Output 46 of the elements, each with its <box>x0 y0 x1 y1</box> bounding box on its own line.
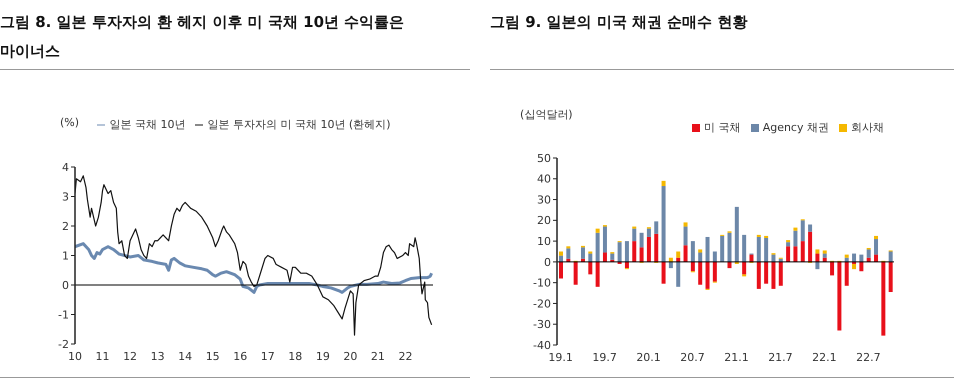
y-tick-label: -30 <box>533 318 551 332</box>
legend-label: 일본 국채 10년 <box>109 118 186 131</box>
y-tick-label: 40 <box>537 172 551 186</box>
x-tick-label: 11 <box>96 350 110 363</box>
legend-label: 미 국채 <box>704 121 741 134</box>
x-tick-label: 17 <box>260 350 275 363</box>
y-tick-label: 50 <box>537 152 551 165</box>
y-tick-label: 10 <box>537 235 551 248</box>
x-tick-label: 20.7 <box>680 350 705 364</box>
y-axis-title: (%) <box>60 116 80 129</box>
x-tick-label: 22 <box>398 350 412 363</box>
y-tick-label: -10 <box>533 276 551 290</box>
y-tick-label: -1 <box>58 308 69 322</box>
x-tick-label: 15 <box>206 350 220 363</box>
x-tick-label: 21 <box>370 350 385 363</box>
x-tick-label: 19 <box>316 350 330 363</box>
x-tick-label: 22.7 <box>856 350 881 364</box>
x-tick-label: 21.7 <box>768 350 793 364</box>
x-tick-label: 12 <box>123 350 138 363</box>
x-tick-label: 20.1 <box>636 350 661 364</box>
y-axis-title: (십억달러) <box>520 107 573 122</box>
y-tick-label: 2 <box>62 220 69 233</box>
x-tick-label: 21.1 <box>724 350 749 364</box>
x-tick-label: 13 <box>150 350 165 363</box>
x-tick-label: 14 <box>178 350 192 363</box>
y-tick-label: -20 <box>533 297 551 310</box>
legend-label: 일본 투자자의 미 국채 10년 (환헤지) <box>207 118 391 131</box>
chart-title: 그림 9. 일본의 미국 채권 순매수 현황 <box>490 12 748 33</box>
legend-label: 회사채 <box>851 121 884 134</box>
x-tick-label: 16 <box>233 350 248 363</box>
y-tick-label: -2 <box>58 338 69 351</box>
x-tick-label: 18 <box>288 350 302 363</box>
y-tick-label: 1 <box>62 249 69 262</box>
x-tick-label: 20 <box>343 350 358 363</box>
y-tick-label: -40 <box>533 338 551 352</box>
y-tick-label: 0 <box>62 278 69 292</box>
y-tick-label: 0 <box>544 256 551 269</box>
y-tick-label: 30 <box>537 193 551 206</box>
y-tick-label: 4 <box>62 160 69 174</box>
x-tick-label: 19.7 <box>592 350 617 364</box>
x-tick-label: 22.1 <box>812 350 837 364</box>
chart-title: 그림 8. 일본 투자자의 환 헤지 이후 미 국채 10년 수익률은 마이너스 <box>0 12 406 62</box>
y-tick-label: 3 <box>62 190 69 204</box>
x-tick-label: 19.1 <box>548 350 573 364</box>
legend-label: Agency 채권 <box>762 121 829 134</box>
y-tick-label: 20 <box>537 214 551 228</box>
